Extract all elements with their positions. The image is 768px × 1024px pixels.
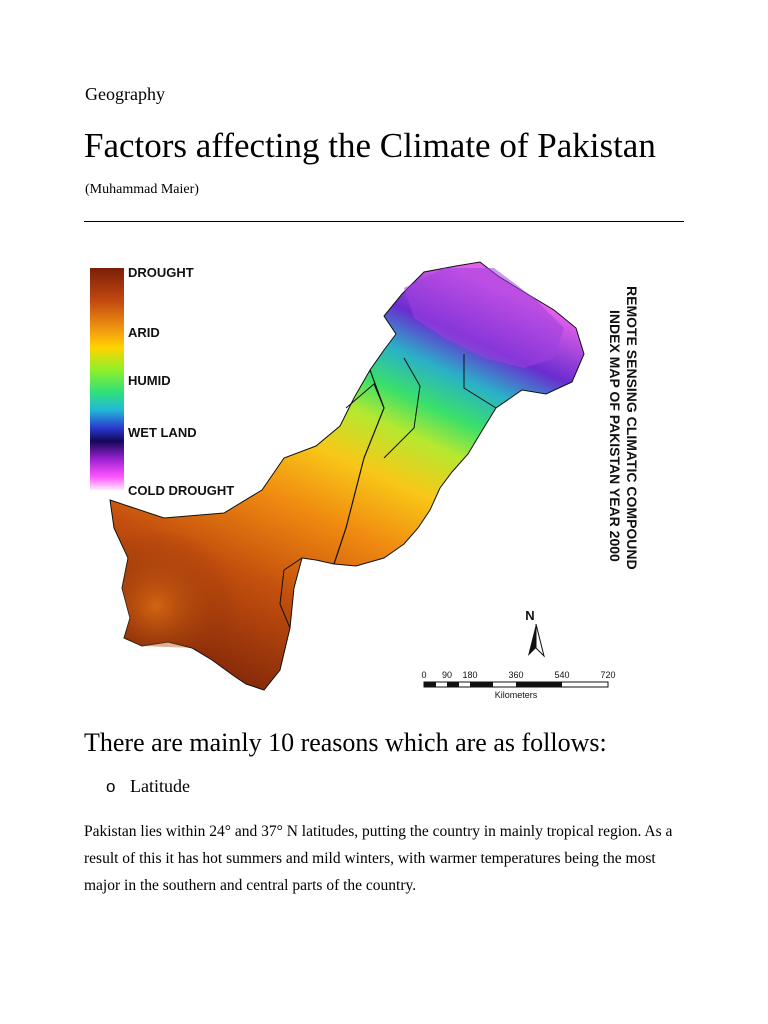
author-name: (Muhammad Maier) [85,182,199,197]
legend-label-wet-land: WET LAND [128,425,197,440]
bullet-marker: o [106,777,116,796]
scale-tick-90: 90 [442,670,452,680]
scale-tick-540: 540 [554,670,569,680]
northern-cold-region [404,268,564,368]
section-heading: There are mainly 10 reasons which are as… [84,728,607,757]
map-title-line-2: INDEX MAP OF PAKISTAN YEAR 2000 [607,310,623,562]
page-title: Factors affecting the Climate of Pakista… [84,126,656,165]
climate-map-figure: DROUGHT ARID HUMID WET LAND COLD DROUGHT… [84,258,644,698]
scale-tick-0: 0 [421,670,426,680]
divider [84,221,684,222]
list-item-label: Latitude [130,776,190,796]
body-paragraph: Pakistan lies within 24° and 37° N latit… [84,823,673,894]
north-arrow-icon [535,623,545,658]
legend-label-arid: ARID [128,325,160,340]
province-border [279,557,303,629]
legend-label-cold-drought: COLD DROUGHT [128,483,234,498]
scale-unit: Kilometers [495,690,538,698]
province-border [463,354,497,409]
north-arrow-icon [528,624,536,656]
southwest-drought-region [114,528,254,658]
scale-tick-360: 360 [508,670,523,680]
north-label: N [525,608,534,623]
legend-label-drought: DROUGHT [128,265,194,280]
category-label: Geography [85,84,165,104]
scale-tick-180: 180 [462,670,477,680]
province-border [383,357,421,459]
province-border [333,369,385,565]
legend-color-bar [90,268,124,490]
legend-label-humid: HUMID [128,373,171,388]
scale-bar: 0 90 180 360 540 720 Kilometers [421,670,615,698]
map-title-line-1: REMOTE SENSING CLIMATIC COMPOUND [624,286,640,570]
list-item: o Latitude [106,776,190,797]
scale-tick-720: 720 [600,670,615,680]
province-border [345,383,385,409]
climate-map: DROUGHT ARID HUMID WET LAND COLD DROUGHT… [90,261,640,698]
